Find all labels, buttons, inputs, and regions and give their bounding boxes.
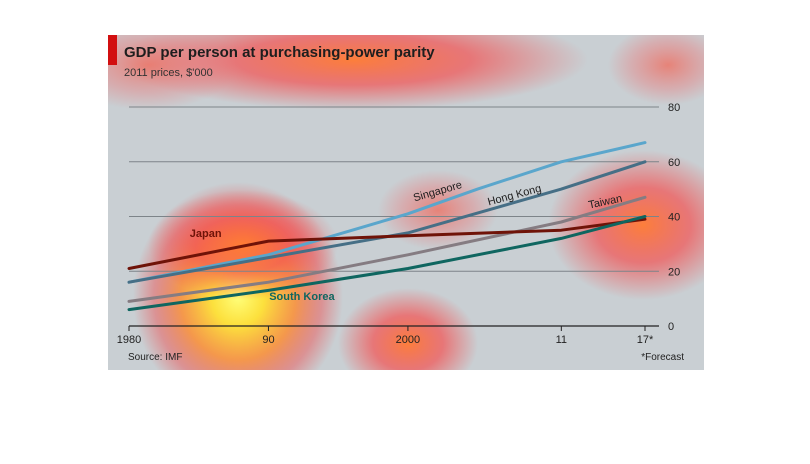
y-tick-label: 40 xyxy=(668,212,680,224)
series-label: South Korea xyxy=(269,291,335,303)
y-tick-label: 80 xyxy=(668,102,680,114)
series-line-taiwan xyxy=(127,195,647,303)
line-chart: 0 20 40 60 80 1980 90 2000 11 17* Singapore Hong Ko… xyxy=(117,102,680,346)
heat-spot xyxy=(108,35,238,110)
y-tick-label: 0 xyxy=(668,321,674,333)
red-tag xyxy=(108,35,117,65)
y-tick-label: 60 xyxy=(668,157,680,169)
heat-spot xyxy=(548,150,704,300)
x-tick-label: 17* xyxy=(637,334,654,346)
chart-title: GDP per person at purchasing-power parit… xyxy=(124,44,435,61)
x-tick-label: 1980 xyxy=(117,334,141,346)
x-tick-label: 2000 xyxy=(396,334,420,346)
x-tick-label: 11 xyxy=(556,334,567,346)
forecast-note: *Forecast xyxy=(641,352,684,363)
x-tick-label: 90 xyxy=(262,334,274,346)
heat-spot xyxy=(118,35,588,110)
heat-spot xyxy=(608,35,704,105)
chart-figure: 0 20 40 60 80 1980 90 2000 11 17* Singapore Hong Ko… xyxy=(108,35,704,370)
chart-subtitle: 2011 prices, $'000 xyxy=(124,67,213,79)
series-line-singapore xyxy=(127,141,647,284)
series-label: Singapore xyxy=(412,179,464,204)
source-note: Source: IMF xyxy=(128,352,183,363)
series-label: Hong Kong xyxy=(486,183,542,209)
series-line-south-korea xyxy=(127,215,647,312)
series-label: Japan xyxy=(190,228,222,240)
y-tick-label: 20 xyxy=(668,266,680,278)
heat-spot xyxy=(378,170,498,250)
series-line-japan xyxy=(127,217,647,270)
series-line-hong-kong xyxy=(127,160,647,284)
